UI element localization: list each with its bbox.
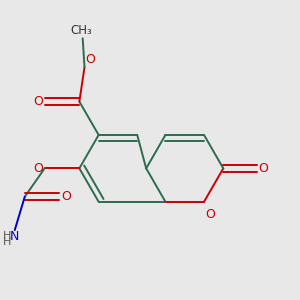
Text: H: H [3,231,11,241]
Text: O: O [33,162,43,175]
Text: N: N [10,230,20,243]
Text: O: O [258,162,268,175]
Text: H: H [3,237,11,248]
Text: O: O [206,208,215,221]
Text: O: O [61,190,71,203]
Text: O: O [33,95,43,108]
Text: CH₃: CH₃ [70,24,92,37]
Text: O: O [85,53,95,66]
